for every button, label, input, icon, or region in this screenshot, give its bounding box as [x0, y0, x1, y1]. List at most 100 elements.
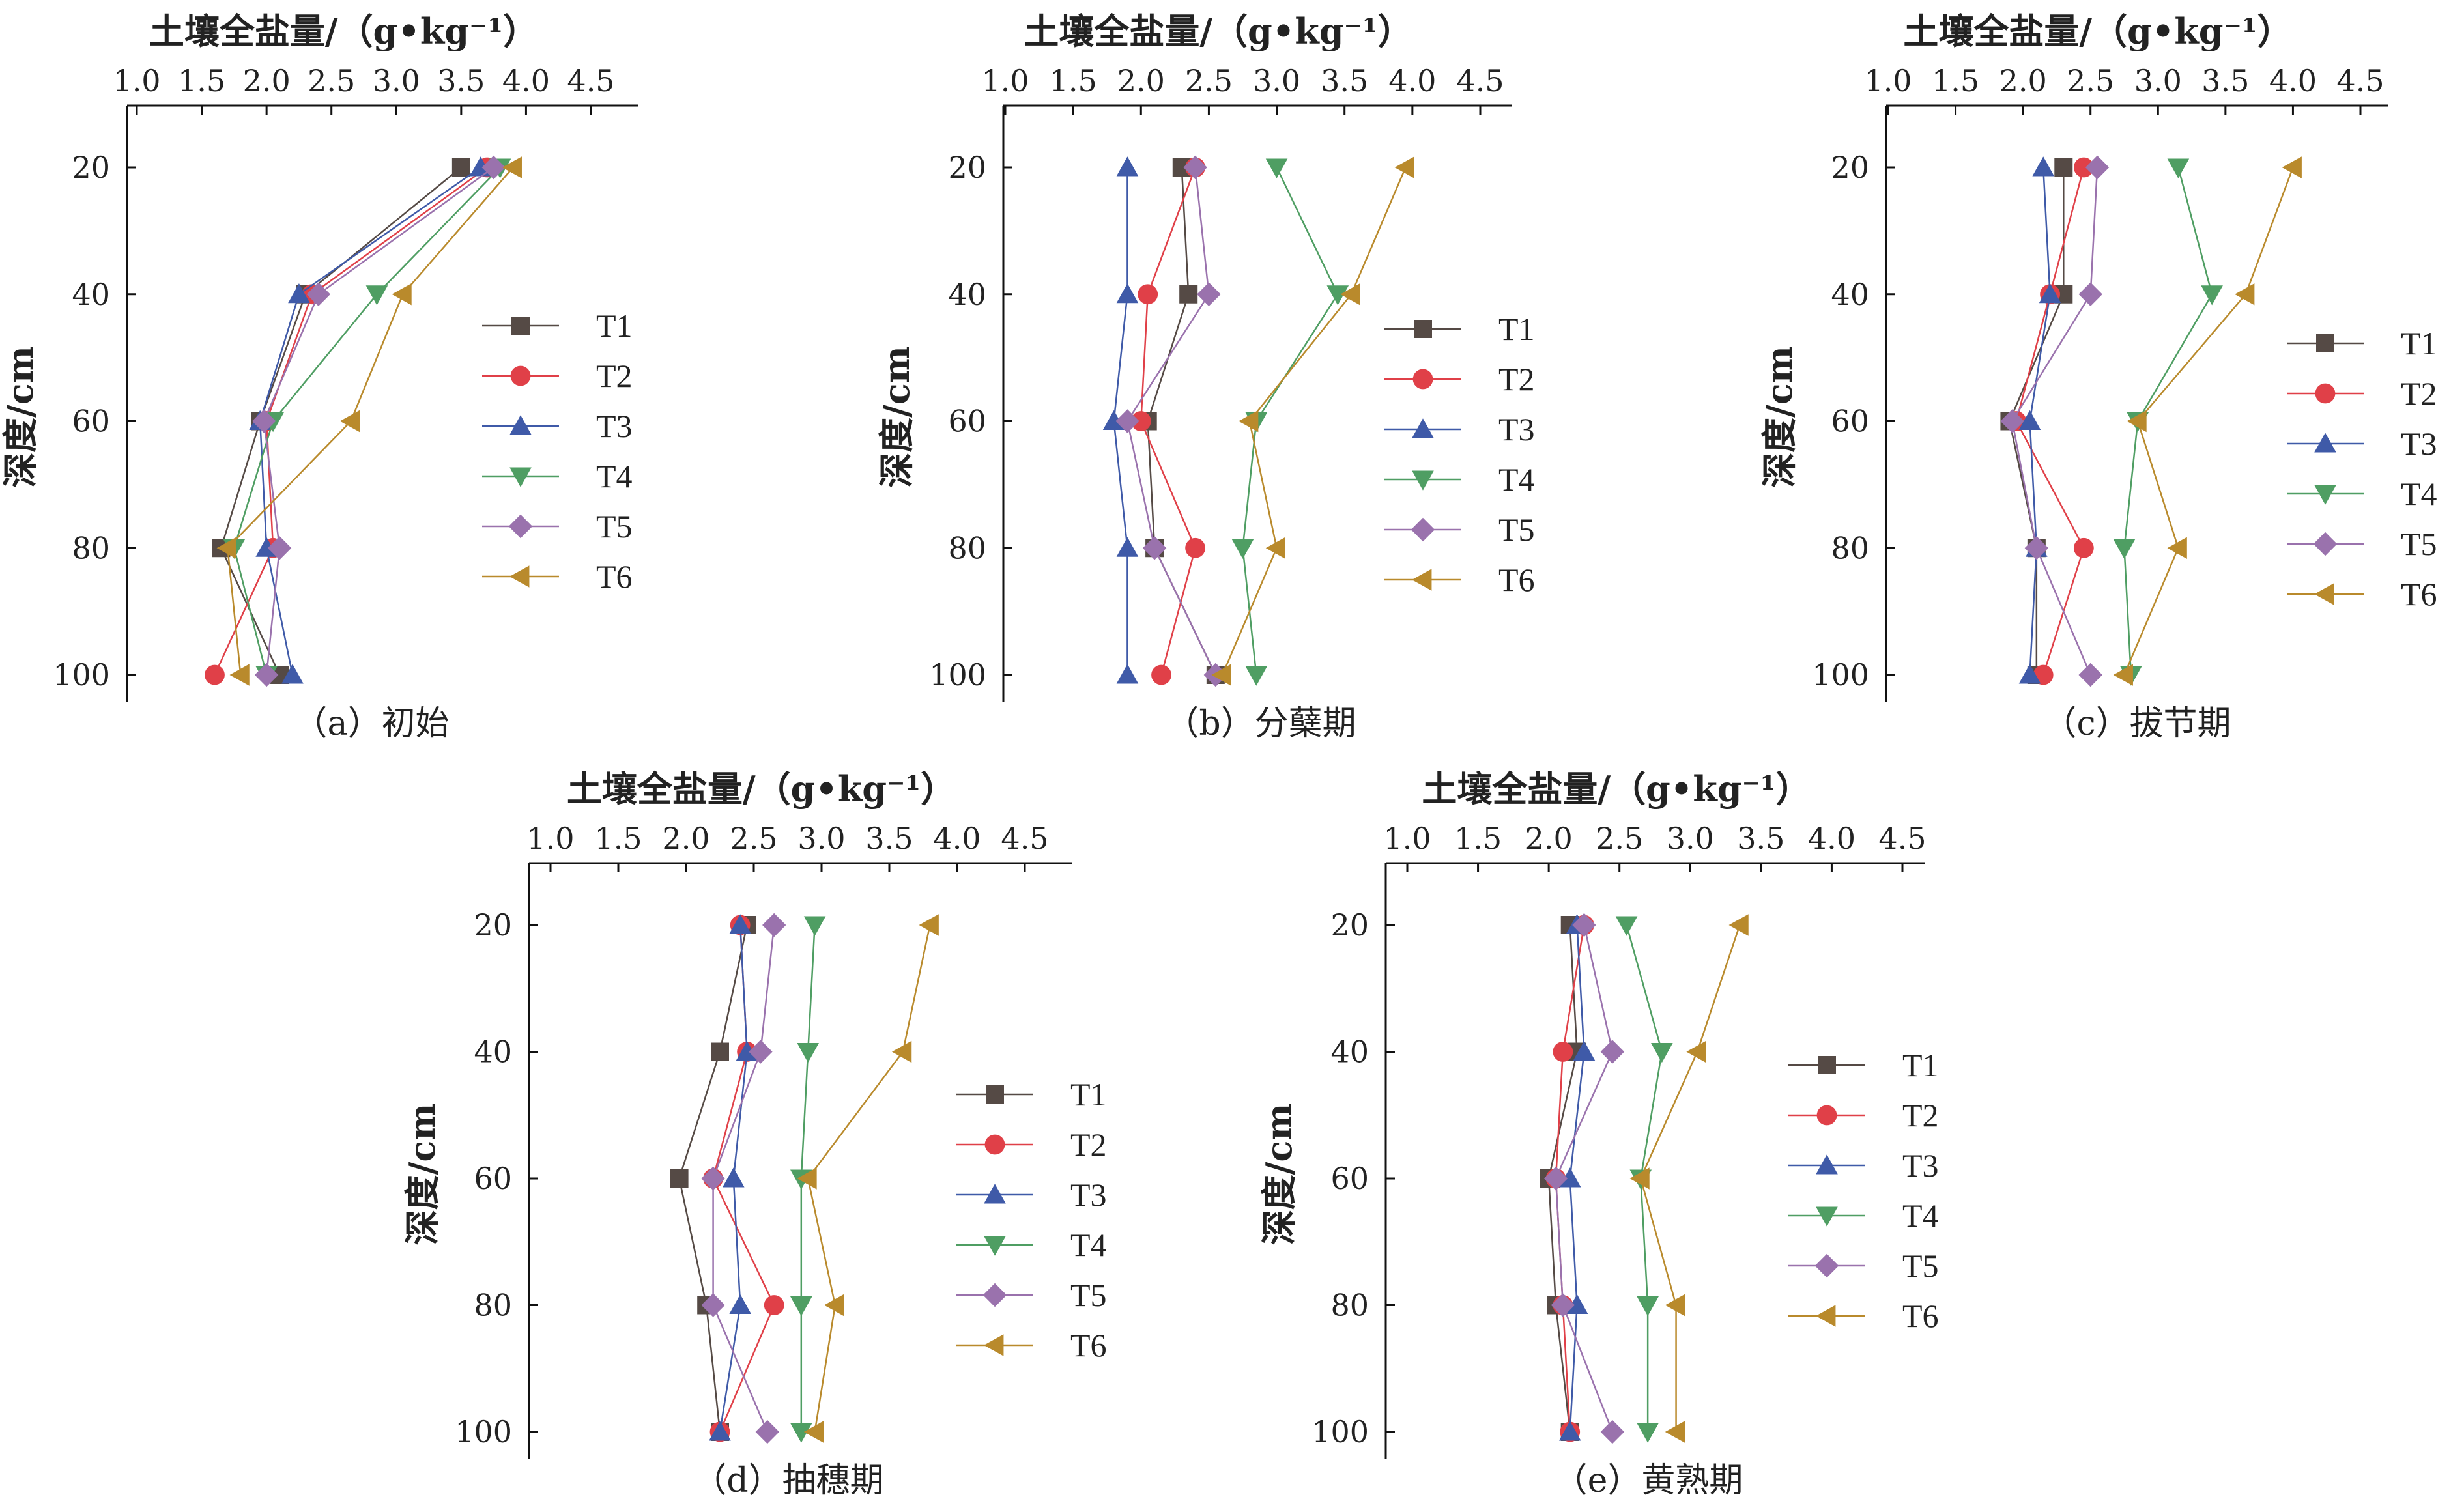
data-point-T4-40	[1326, 285, 1349, 306]
legend-marker-T4	[509, 467, 532, 487]
data-point-T2-100	[1151, 664, 1171, 685]
x-tick-label: 3.5	[1321, 63, 1368, 98]
x-tick-label: 4.0	[2269, 63, 2317, 98]
legend-marker-T4	[984, 1236, 1006, 1256]
x-tick-label: 2.5	[1185, 63, 1233, 98]
data-point-T3-100	[1558, 1421, 1581, 1441]
data-point-T3-80	[1116, 537, 1139, 557]
series-line-T6	[1639, 924, 1741, 1432]
y-axis-title: 深度/cm	[0, 346, 41, 488]
x-tick-label: 1.5	[1932, 63, 1979, 98]
legend-label-T3: T3	[596, 408, 633, 444]
legend-marker-T2	[510, 365, 531, 386]
caption-yellow-ripening: （e）黄熟期	[1554, 1461, 1743, 1500]
y-axis-title: 深度/cm	[876, 346, 917, 488]
data-point-T6-20	[1728, 914, 1749, 936]
y-tick-label: 60	[948, 404, 986, 439]
legend-marker-T4	[1412, 470, 1434, 491]
data-point-T1-40	[1179, 285, 1198, 304]
data-point-T5-100	[755, 1419, 779, 1444]
data-point-T5-40	[1197, 282, 1221, 306]
data-point-T3-100	[281, 664, 304, 684]
x-tick-label: 3.5	[865, 821, 913, 856]
data-point-T4-40	[2201, 285, 2223, 306]
legend-label-T4: T4	[596, 458, 633, 494]
data-point-T2-80	[764, 1295, 784, 1315]
data-point-T4-40	[366, 285, 388, 306]
legend-label-T6: T6	[2401, 576, 2437, 612]
y-tick-label: 40	[1330, 1034, 1369, 1070]
data-point-T4-20	[2167, 158, 2190, 178]
x-tick-label: 1.0	[526, 821, 574, 856]
x-tick-label: 2.0	[2000, 63, 2047, 98]
data-point-T6-40	[2235, 283, 2255, 306]
legend-marker-T1	[2316, 334, 2334, 352]
y-tick-label: 80	[72, 530, 110, 565]
data-point-T5-80	[701, 1293, 725, 1317]
data-point-T5-60	[1115, 409, 1140, 433]
x-tick-label: 3.0	[1667, 821, 1714, 856]
legend-marker-T2	[2315, 383, 2336, 404]
caption-heading: （d）抽穗期	[693, 1461, 883, 1500]
data-point-T6-80	[2167, 537, 2187, 560]
data-point-T6-100	[803, 1421, 824, 1443]
x-tick-label: 3.0	[1253, 63, 1300, 98]
x-axis-title: 土壤全盐量/（g•kg⁻¹）	[1422, 768, 1811, 810]
data-point-T2-20	[2073, 157, 2094, 178]
data-point-T3-20	[1116, 156, 1139, 177]
x-tick-label: 1.5	[594, 821, 642, 856]
x-tick-label: 1.5	[178, 63, 225, 98]
y-tick-label: 80	[474, 1288, 512, 1323]
y-tick-label: 60	[72, 404, 110, 439]
data-point-T6-60	[339, 410, 360, 433]
legend-label-T6: T6	[596, 558, 633, 595]
x-tick-label: 2.0	[243, 63, 291, 98]
legend-marker-T5	[982, 1283, 1007, 1307]
legend-marker-T1	[511, 317, 530, 335]
data-point-T5-40	[1600, 1040, 1625, 1064]
legend-label-T3: T3	[1070, 1177, 1107, 1213]
legend-label-T5: T5	[1498, 511, 1535, 548]
data-point-T6-80	[1265, 537, 1286, 560]
data-point-T4-80	[2113, 539, 2136, 560]
data-point-T4-80	[790, 1296, 812, 1317]
legend-label-T5: T5	[1902, 1248, 1939, 1284]
x-tick-label: 4.0	[1808, 821, 1856, 856]
data-point-T6-60	[1629, 1167, 1650, 1190]
data-point-T2-40	[1138, 284, 1158, 305]
data-point-T5-40	[2078, 282, 2102, 306]
x-axis-title: 土壤全盐量/（g•kg⁻¹）	[1024, 10, 1412, 52]
data-point-T5-20	[1183, 155, 1207, 180]
data-point-T3-60	[1558, 1167, 1581, 1188]
data-point-T6-100	[229, 664, 250, 686]
legend-label-T2: T2	[1902, 1097, 1939, 1134]
x-tick-label: 1.0	[1864, 63, 1912, 98]
data-point-T6-80	[824, 1294, 844, 1317]
legend-label-T2: T2	[596, 358, 633, 394]
data-point-T6-40	[392, 283, 412, 306]
data-point-T6-100	[1665, 1421, 1685, 1443]
caption-initial: （a）初始	[293, 704, 449, 743]
legend-marker-T3	[984, 1184, 1006, 1204]
y-axis-title: 深度/cm	[1258, 1104, 1300, 1246]
y-tick-label: 40	[948, 277, 986, 312]
y-axis-title: 深度/cm	[401, 1104, 443, 1246]
x-tick-label: 3.5	[2201, 63, 2249, 98]
data-point-T2-60	[1130, 411, 1151, 431]
y-tick-label: 80	[948, 530, 986, 565]
legend-marker-T6	[1816, 1305, 1836, 1327]
data-point-T5-80	[1142, 536, 1167, 560]
data-point-T5-80	[267, 536, 292, 560]
data-point-T5-20	[481, 155, 506, 180]
data-point-T1-20	[2054, 158, 2073, 177]
data-point-T3-100	[1116, 664, 1139, 684]
legend-label-T6: T6	[1902, 1298, 1939, 1334]
data-point-T6-40	[1340, 283, 1360, 306]
data-point-T2-80	[1185, 537, 1205, 558]
data-point-T4-40	[1651, 1043, 1673, 1063]
legend-label-T6: T6	[1070, 1327, 1107, 1363]
legend-marker-T6	[984, 1334, 1004, 1356]
data-point-T3-20	[729, 914, 751, 934]
legend-marker-T2	[1816, 1105, 1837, 1126]
